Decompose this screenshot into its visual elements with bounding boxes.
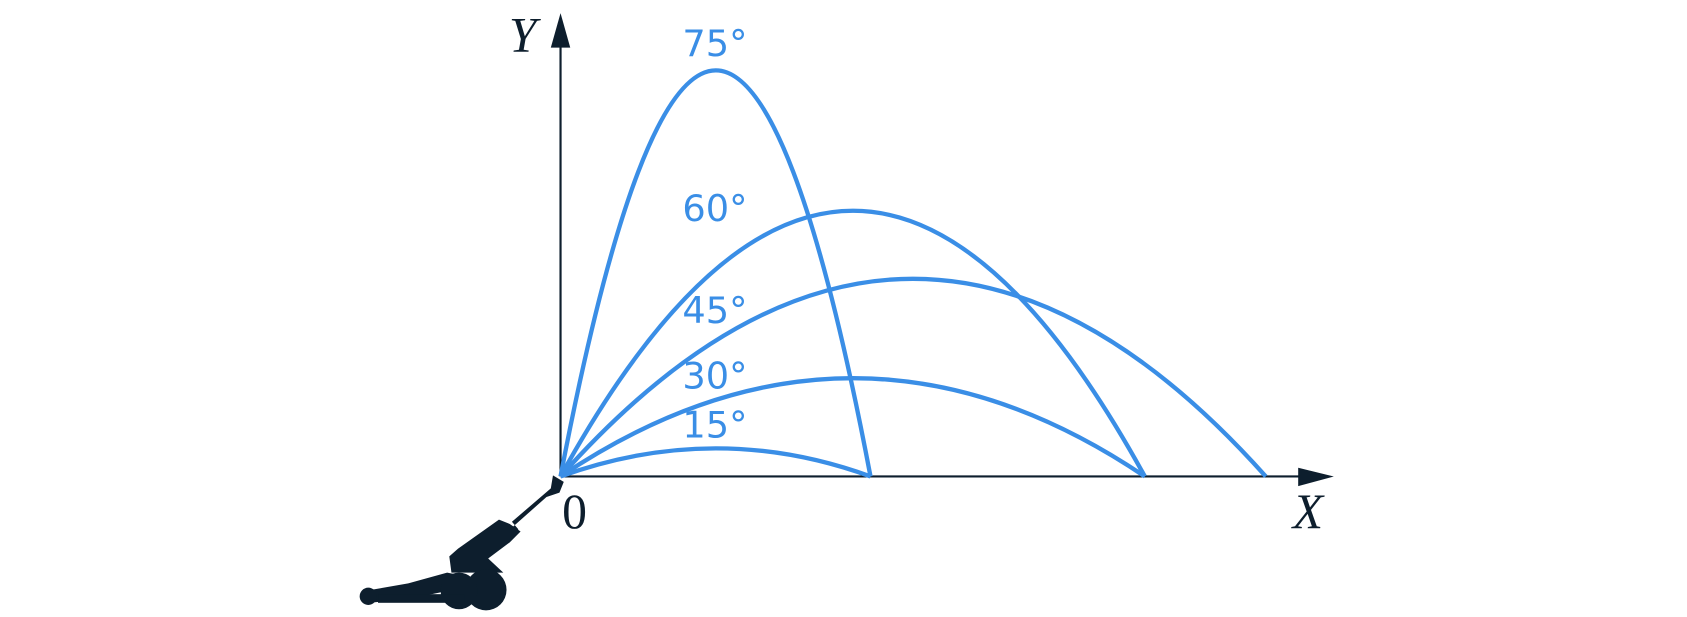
angle-label: 60°	[682, 187, 747, 230]
angle-label: 15°	[682, 403, 747, 446]
trajectory	[558, 276, 1268, 478]
y-label: Y	[509, 8, 542, 63]
x-label: X	[1291, 484, 1325, 539]
y-arrow	[550, 13, 571, 48]
trajectory	[559, 376, 1147, 479]
angle-label: 75°	[682, 22, 747, 65]
angle-label: 30°	[682, 355, 747, 398]
trajectory	[558, 208, 1147, 478]
trajectory	[558, 68, 873, 477]
x-arrow	[1298, 467, 1334, 487]
trajectory	[559, 446, 872, 479]
cannon	[359, 475, 564, 611]
origin-label: 0	[562, 484, 587, 539]
angle-label: 45°	[682, 289, 747, 332]
